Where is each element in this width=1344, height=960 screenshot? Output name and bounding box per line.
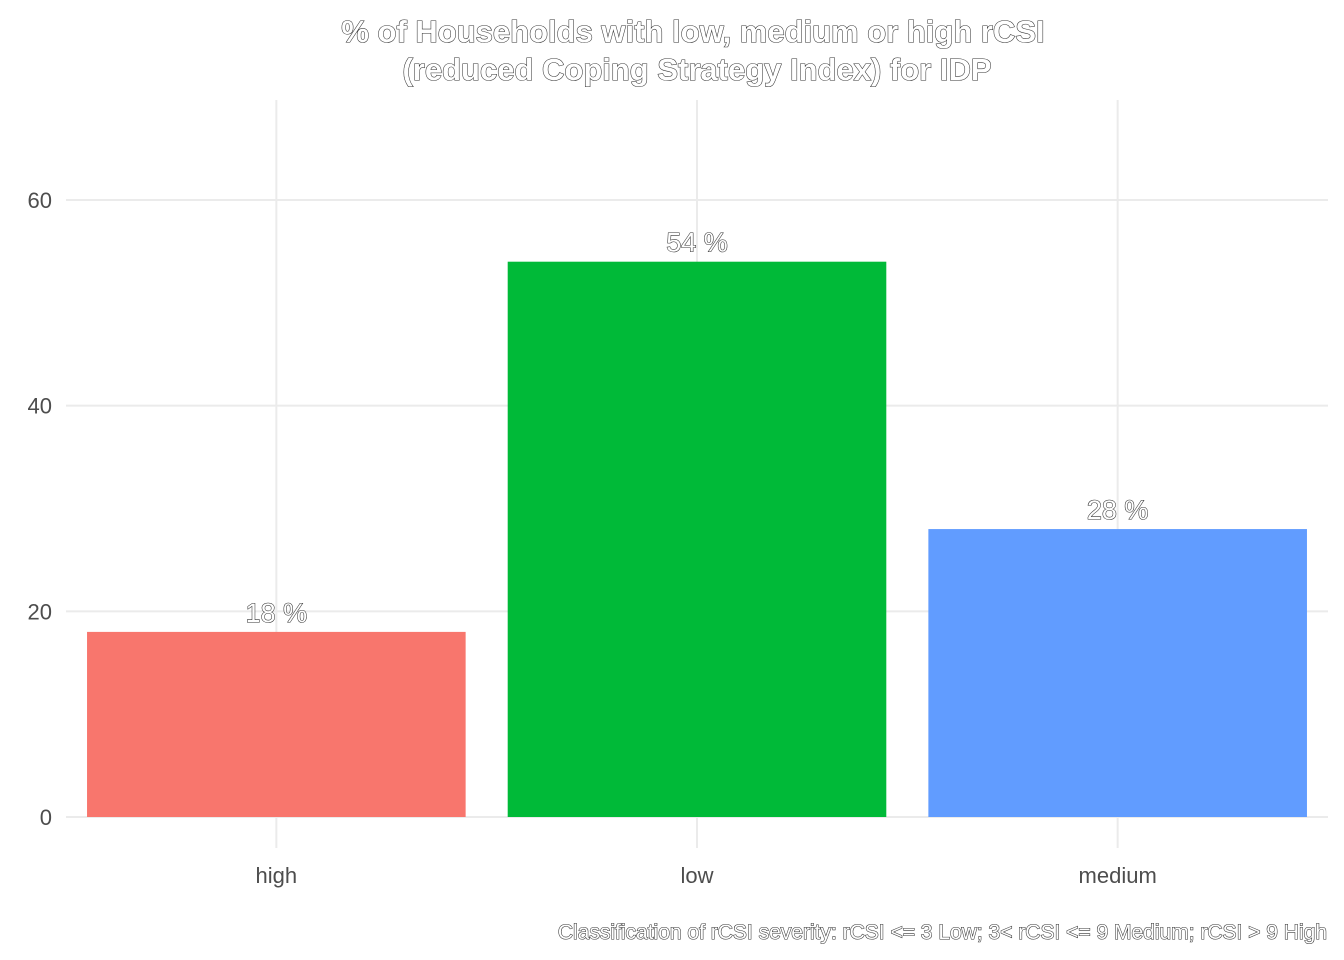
x-tick-label-low: low	[680, 863, 713, 888]
chart-caption: Classification of rCSI severity: rCSI <=…	[558, 921, 1327, 944]
bar-high	[87, 631, 466, 817]
chart-title-line-2: (reduced Coping Strategy Index) for IDP	[402, 52, 991, 87]
data-label-low: 54 %	[666, 228, 728, 258]
y-tick-label: 60	[28, 188, 52, 213]
x-tick-label-high: high	[256, 863, 298, 888]
bar-layer	[87, 261, 1307, 817]
x-tick-label-medium: medium	[1079, 863, 1157, 888]
bar-medium	[928, 529, 1307, 817]
label-layer: 18 % 54 % 28 %	[245, 227, 1149, 628]
y-tick-label: 40	[28, 394, 52, 419]
data-label-high: 18 %	[246, 598, 308, 628]
y-tick-label: 0	[40, 805, 52, 830]
axis-layer: 0 20 40 60 high low medium	[28, 188, 1157, 888]
chart-title-line-1: % of Households with low, medium or high…	[341, 14, 1044, 49]
data-label-medium: 28 %	[1087, 495, 1149, 525]
y-tick-label: 20	[28, 599, 52, 624]
bar-low	[507, 261, 887, 817]
